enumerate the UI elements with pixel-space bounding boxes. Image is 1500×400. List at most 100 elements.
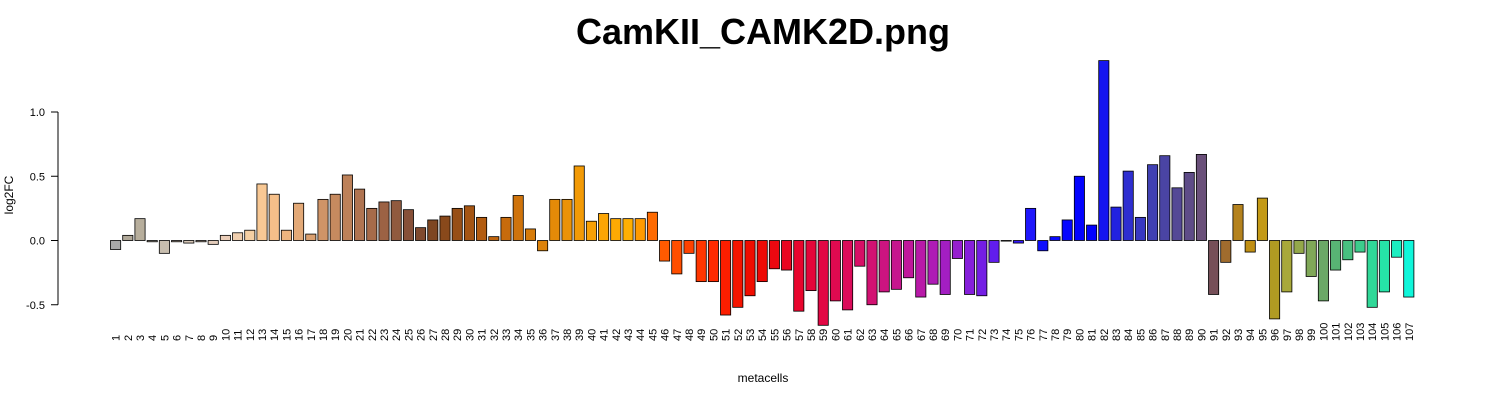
x-tick-label: 43 [623, 329, 635, 341]
bar-96 [1269, 240, 1281, 320]
bar-2 [122, 234, 134, 241]
x-tick-label: 20 [342, 329, 354, 341]
x-tick-label: 35 [525, 329, 537, 341]
bar-47 [671, 240, 683, 275]
x-tick-label: 28 [440, 329, 452, 341]
x-tick-label: 4 [147, 335, 159, 341]
x-tick-label: 26 [416, 329, 428, 341]
bar-91 [1208, 240, 1220, 295]
x-tick-label: 45 [647, 329, 659, 341]
bar-9 [207, 240, 219, 245]
bar-76 [1025, 207, 1037, 241]
x-tick-label: 101 [1331, 323, 1343, 341]
x-tick-label: 67 [916, 329, 928, 341]
bar-70 [951, 240, 963, 259]
bar-45 [646, 211, 658, 241]
x-tick-label: 93 [1233, 329, 1245, 341]
bar-73 [988, 240, 1000, 263]
x-tick-label: 64 [879, 329, 891, 341]
bar-5 [158, 240, 170, 254]
bar-14 [268, 193, 280, 241]
x-tick-label: 74 [1001, 329, 1013, 341]
bar-61 [842, 240, 854, 311]
x-tick-label: 37 [550, 329, 562, 341]
x-tick-label: 18 [318, 329, 330, 341]
bar-86 [1147, 164, 1159, 241]
bar-7 [183, 240, 195, 244]
x-tick-label: 80 [1074, 329, 1086, 341]
x-tick-label: 98 [1294, 329, 1306, 341]
y-tick-label: 1.0 [30, 107, 45, 119]
x-tick-label: 39 [574, 329, 586, 341]
bar-74 [1000, 240, 1012, 242]
x-tick-label: 68 [928, 329, 940, 341]
x-tick-label: 79 [1062, 329, 1074, 341]
bar-66 [903, 240, 915, 279]
y-axis: -0.5 0.0 0.5 1.0 [26, 107, 59, 312]
bar-71 [964, 240, 976, 295]
x-tick-label: 25 [403, 329, 415, 341]
bar-42 [610, 218, 622, 241]
x-tick-label: 62 [855, 329, 867, 341]
x-tick-label: 84 [1123, 329, 1135, 341]
bar-28 [439, 215, 451, 241]
bar-48 [683, 240, 695, 254]
x-tick-label: 94 [1245, 329, 1257, 341]
x-tick-label: 88 [1172, 329, 1184, 341]
bar-32 [488, 236, 500, 241]
x-tick-label: 77 [1038, 329, 1050, 341]
bar-36 [537, 240, 549, 252]
bar-104 [1366, 240, 1378, 308]
x-tick-label: 90 [1196, 329, 1208, 341]
bar-67 [915, 240, 927, 298]
x-tick-label: 9 [208, 335, 220, 341]
bar-21 [354, 188, 366, 241]
bar-22 [366, 207, 378, 241]
x-tick-label: 33 [501, 329, 513, 341]
bar-62 [854, 240, 866, 267]
bar-44 [634, 218, 646, 241]
bar-65 [890, 240, 902, 290]
y-tick-label: 0.0 [30, 236, 45, 248]
bar-50 [707, 240, 719, 283]
bar-80 [1073, 175, 1085, 241]
bar-26 [415, 227, 427, 241]
x-tick-label: 63 [867, 329, 879, 341]
x-tick-label: 22 [367, 329, 379, 341]
x-tick-label: 11 [233, 330, 245, 341]
x-tick-label: 47 [672, 329, 684, 341]
bar-102 [1342, 240, 1354, 261]
x-tick-label: 97 [1282, 329, 1294, 341]
bar-82 [1098, 60, 1110, 241]
x-tick-label: 3 [135, 335, 147, 341]
bar-85 [1134, 216, 1146, 241]
x-tick-label: 71 [965, 329, 977, 341]
x-tick-label: 61 [843, 329, 855, 341]
x-tick-label: 103 [1355, 323, 1367, 341]
x-tick-label: 102 [1343, 323, 1355, 341]
x-tick-label: 17 [306, 329, 318, 341]
x-tick-label: 104 [1367, 323, 1379, 341]
x-tick-label: 30 [464, 329, 476, 341]
bar-38 [561, 198, 573, 241]
x-tick-label: 55 [769, 329, 781, 341]
bar-15 [280, 229, 292, 241]
bar-39 [573, 165, 585, 241]
x-tick-label: 34 [513, 329, 525, 341]
bar-24 [390, 200, 402, 241]
x-tick-label: 31 [477, 329, 489, 341]
x-tick-label: 75 [1013, 329, 1025, 341]
bar-59 [817, 240, 829, 326]
x-tick-label: 10 [220, 329, 232, 341]
bar-30 [463, 205, 475, 241]
x-axis-label: metacells [738, 371, 789, 385]
x-tick-label: 12 [245, 329, 257, 341]
chart-title: CamKII_CAMK2D.png [576, 11, 950, 52]
bar-51 [720, 240, 732, 316]
x-tick-label: 107 [1404, 323, 1416, 341]
x-tick-label: 42 [611, 329, 623, 341]
x-tick-label: 58 [806, 329, 818, 341]
bar-23 [378, 201, 390, 241]
bar-31 [476, 216, 488, 241]
x-tick-label: 19 [330, 329, 342, 341]
